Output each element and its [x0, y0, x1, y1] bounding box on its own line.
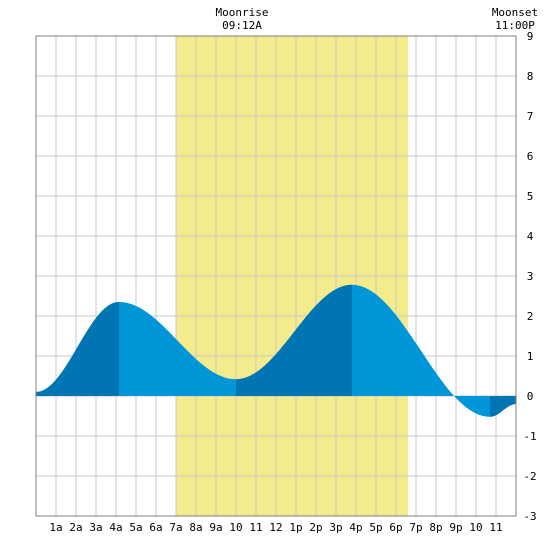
x-tick-label: 10: [229, 521, 242, 534]
y-tick-label: 6: [527, 150, 534, 163]
x-tick-label: 7p: [409, 521, 422, 534]
x-tick-label: 9p: [449, 521, 462, 534]
x-tick-label: 4a: [109, 521, 122, 534]
x-tick-label: 9a: [209, 521, 222, 534]
tide-area: [36, 284, 516, 417]
x-tick-label: 8p: [429, 521, 442, 534]
moonrise-time: 09:12A: [222, 19, 262, 32]
x-tick-label: 5a: [129, 521, 142, 534]
moonrise-label: Moonrise: [215, 6, 269, 19]
y-tick-label: 8: [527, 70, 534, 83]
y-tick-label: 2: [527, 310, 534, 323]
tide-area-rising: [36, 302, 119, 396]
x-tick-label: 10: [469, 521, 482, 534]
tide-area-rising: [490, 396, 516, 417]
x-tick-label: 2p: [309, 521, 322, 534]
moonset-label: Moonset: [491, 6, 539, 19]
x-tick-label: 11: [489, 521, 502, 534]
moonset-info: Moonset 11:00P: [480, 6, 550, 32]
y-tick-label: -1: [523, 430, 536, 443]
x-tick-label: 4p: [349, 521, 362, 534]
x-tick-label: 3a: [89, 521, 102, 534]
x-tick-label: 12: [269, 521, 282, 534]
x-tick-label: 1a: [49, 521, 62, 534]
y-tick-label: 5: [527, 190, 534, 203]
x-tick-label: 11: [249, 521, 262, 534]
y-tick-label: 1: [527, 350, 534, 363]
y-tick-label: -2: [523, 470, 536, 483]
x-tick-label: 2a: [69, 521, 82, 534]
x-tick-label: 3p: [329, 521, 342, 534]
tide-area-rising: [236, 284, 352, 396]
x-tick-label: 7a: [169, 521, 182, 534]
y-tick-label: 3: [527, 270, 534, 283]
y-tick-label: 4: [527, 230, 534, 243]
x-tick-label: 8a: [189, 521, 202, 534]
x-tick-label: 1p: [289, 521, 302, 534]
x-tick-label: 5p: [369, 521, 382, 534]
x-tick-label: 6a: [149, 521, 162, 534]
y-tick-label: 9: [527, 30, 534, 43]
y-tick-label: -3: [523, 510, 536, 523]
x-tick-label: 6p: [389, 521, 402, 534]
y-tick-label: 0: [527, 390, 534, 403]
y-tick-label: 7: [527, 110, 534, 123]
moonrise-info: Moonrise 09:12A: [212, 6, 272, 32]
moonset-time: 11:00P: [495, 19, 535, 32]
plot-border: [35, 35, 517, 517]
